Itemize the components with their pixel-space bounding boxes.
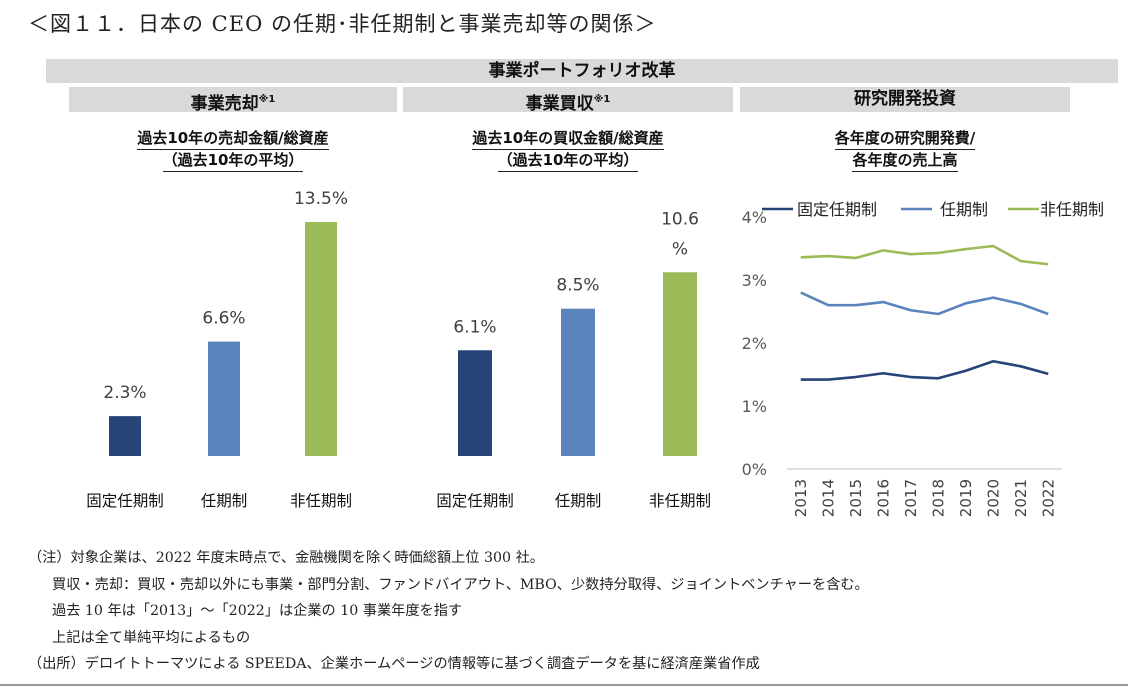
label-line: 8.5%	[556, 276, 599, 296]
label-line: 6.6%	[202, 309, 245, 329]
bar	[305, 222, 337, 456]
portfolio-reform-header: 事業ポートフォリオ改革	[46, 59, 1118, 83]
bar	[561, 308, 595, 456]
x-tick-label: 2016	[874, 479, 892, 517]
subtitle-line: 各年度の研究開発費/	[834, 128, 976, 150]
x-tick-label: 2017	[902, 479, 920, 517]
rd-line-chart: 0% 1% 2% 3% 4% 2013 2014 2015 2016 2017 2018 2019 20…	[742, 200, 1104, 517]
divestiture-subtitle: 過去10年の売却金額/総資産 （過去10年の平均）	[69, 128, 397, 172]
divestiture-heading-text: 事業売却	[190, 94, 259, 114]
category-label: 非任期制	[649, 492, 711, 510]
category-label: 固定任期制	[86, 492, 164, 510]
y-tick-label: 1%	[742, 397, 767, 416]
series-line	[800, 244, 1049, 266]
category-label: 任期制	[201, 492, 248, 510]
note-line: （注）対象企業は、2022 年度末時点で、金融機関を除く時価総額上位 300 社…	[28, 550, 544, 566]
bar-value-label: 2.3%	[103, 383, 146, 403]
y-tick-label: 4%	[742, 208, 767, 227]
legend-label: 固定任期制	[797, 200, 877, 219]
category-label: 固定任期制	[436, 492, 514, 510]
x-tick-label: 2014	[819, 479, 837, 517]
series-line	[800, 359, 1049, 381]
divestiture-heading: 事業売却※1	[69, 87, 397, 114]
acquisition-bar-chart: 6.1% 固定任期制 8.5% 任期制 10.6 % 非任期制	[436, 209, 711, 510]
series-line	[800, 291, 1049, 316]
x-tick-label: 2022	[1039, 479, 1057, 517]
source-line: （出所）デロイトトーマツによる SPEEDA、企業ホームページの情報等に基づく調…	[28, 656, 760, 672]
bar-value-label: 6.6%	[202, 309, 245, 329]
y-tick-label: 2%	[742, 334, 767, 353]
x-tick-label: 2021	[1012, 479, 1030, 517]
rd-heading-text: 研究開発投資	[854, 89, 956, 109]
acquisition-subtitle: 過去10年の買収金額/総資産 （過去10年の平均）	[403, 128, 733, 172]
note-line: 上記は全て単純平均によるもの	[52, 629, 251, 646]
notes-block: （注）対象企業は、2022 年度末時点で、金融機関を除く時価総額上位 300 社…	[28, 545, 869, 678]
bottom-rule	[0, 684, 1128, 686]
rd-heading: 研究開発投資	[740, 87, 1070, 112]
subtitle-line: （過去10年の平均）	[497, 150, 639, 172]
category-label: 任期制	[555, 492, 602, 510]
acquisition-heading-text: 事業買収	[525, 94, 594, 114]
x-tick-label: 2013	[792, 479, 810, 517]
label-line: 13.5%	[294, 189, 348, 209]
category-label: 非任期制	[290, 492, 352, 510]
subtitle-line: 各年度の売上高	[852, 150, 958, 172]
bar	[458, 350, 492, 456]
label-line: 10.6	[661, 209, 699, 229]
label-line: %	[672, 239, 688, 259]
legend-label: 任期制	[940, 200, 988, 219]
rd-subtitle: 各年度の研究開発費/ 各年度の売上高	[740, 128, 1070, 172]
y-tick-label: 0%	[742, 460, 767, 479]
subtitle-line: （過去10年の平均）	[162, 150, 304, 172]
bar	[109, 416, 141, 456]
subtitle-line: 過去10年の買収金額/総資産	[472, 128, 664, 150]
x-tick-label: 2020	[984, 479, 1002, 517]
note-line: 過去 10 年は「2013」～「2022」は企業の 10 事業年度を指す	[52, 603, 463, 619]
legend-label: 非任期制	[1040, 200, 1104, 219]
subtitle-line: 過去10年の売却金額/総資産	[137, 128, 329, 150]
bar	[663, 272, 697, 456]
x-tick-label: 2015	[847, 479, 865, 517]
y-tick-label: 3%	[742, 271, 767, 290]
bar-value-label: 13.5%	[294, 189, 348, 209]
label-line: 2.3%	[103, 383, 146, 403]
footnote-mark: ※1	[258, 94, 276, 105]
acquisition-heading: 事業買収※1	[403, 87, 733, 114]
note-line: 買収・売却：買収・売却以外にも事業・部門分割、ファンドバイアウト、MBO、少数持…	[52, 576, 869, 593]
bar	[208, 341, 240, 456]
bar-value-label: 6.1%	[453, 317, 496, 337]
label-line: 6.1%	[453, 317, 496, 337]
bar-value-label: 10.6%	[661, 209, 699, 259]
x-tick-label: 2019	[957, 479, 975, 517]
footnote-mark: ※1	[593, 94, 611, 105]
figure-title: ＜図１１．日本の CEO の任期･非任期制と事業売却等の関係＞	[28, 12, 657, 36]
bar-value-label: 8.5%	[556, 276, 599, 296]
divestiture-bar-chart: 2.3% 固定任期制 6.6% 任期制 13.5% 非任期制	[86, 189, 352, 510]
x-tick-label: 2018	[929, 479, 947, 517]
